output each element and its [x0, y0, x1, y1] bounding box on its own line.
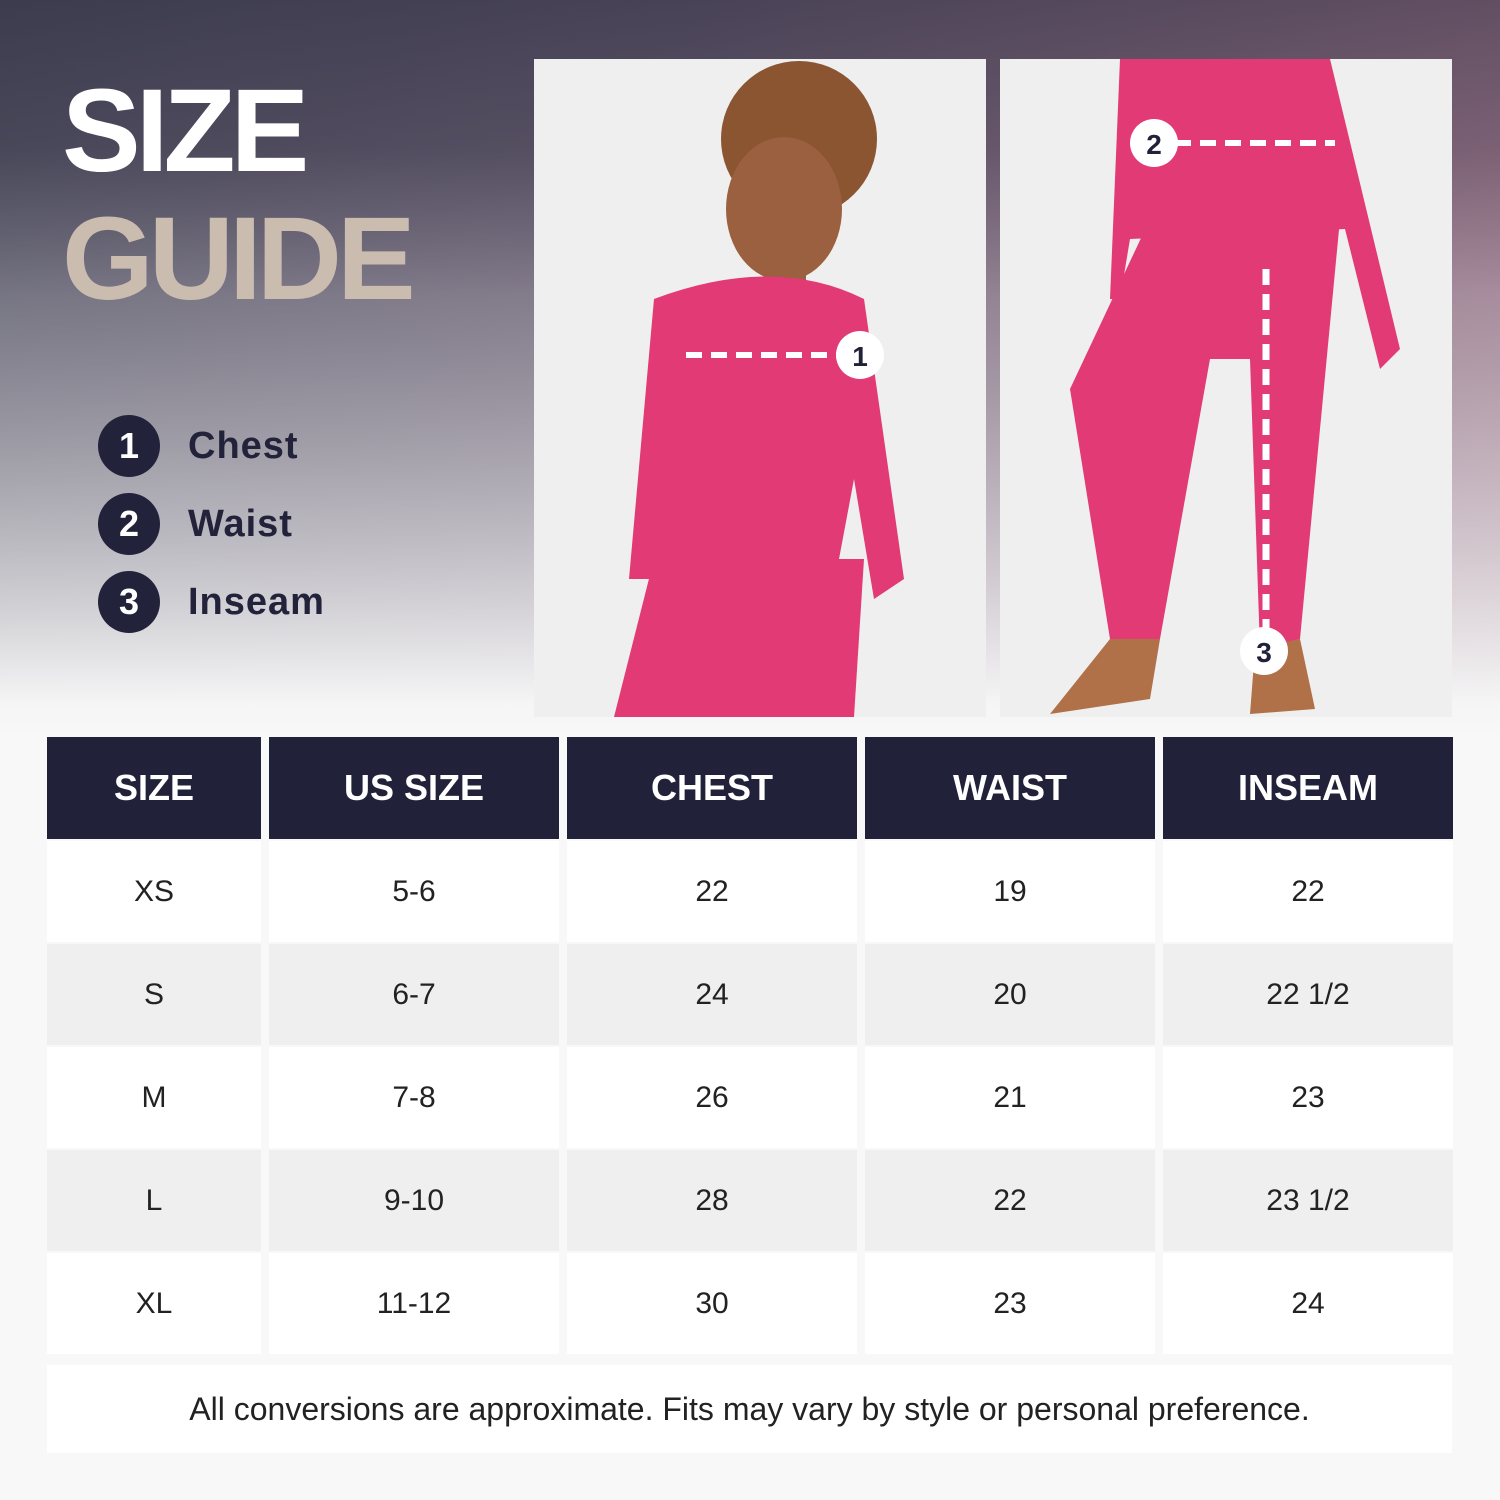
- legend-item-chest: 1 Chest: [98, 407, 325, 485]
- pink-top: [1110, 59, 1400, 369]
- legend-label: Inseam: [188, 580, 325, 623]
- title-size: SIZE: [62, 65, 309, 197]
- size-table: SIZE US SIZE CHEST WAIST INSEAM XS 5-6 2…: [47, 737, 1453, 1354]
- table-cell: 23: [865, 1253, 1155, 1354]
- table-cell: 22 1/2: [1163, 944, 1453, 1045]
- header-size: SIZE: [47, 737, 261, 839]
- disclaimer-note: All conversions are approximate. Fits ma…: [47, 1365, 1452, 1453]
- header-waist: WAIST: [865, 737, 1155, 839]
- legend-label: Waist: [188, 502, 293, 545]
- table-cell: 24: [1163, 1253, 1453, 1354]
- svg-text:2: 2: [1146, 129, 1162, 160]
- header-chest: CHEST: [567, 737, 857, 839]
- table-cell: 24: [567, 944, 857, 1045]
- table-cell: 26: [567, 1047, 857, 1148]
- svg-text:1: 1: [852, 341, 868, 372]
- table-cell: 23: [1163, 1047, 1453, 1148]
- table-cell: L: [47, 1150, 261, 1251]
- legend-item-waist: 2 Waist: [98, 485, 325, 563]
- marker-chest: [836, 331, 884, 379]
- table-cell: 22: [567, 841, 857, 942]
- table-cell: S: [47, 944, 261, 1045]
- table-cell: M: [47, 1047, 261, 1148]
- photo-front-chest: 1: [534, 59, 986, 717]
- number-badge: 1: [98, 415, 160, 477]
- table-cell: 6-7: [269, 944, 559, 1045]
- header-us-size: US SIZE: [269, 737, 559, 839]
- table-cell: 7-8: [269, 1047, 559, 1148]
- number-badge: 2: [98, 493, 160, 555]
- table-cell: 30: [567, 1253, 857, 1354]
- table-cell: 9-10: [269, 1150, 559, 1251]
- header-inseam: INSEAM: [1163, 737, 1453, 839]
- table-cell: XL: [47, 1253, 261, 1354]
- face: [726, 137, 842, 281]
- measurement-legend: 1 Chest 2 Waist 3 Inseam: [98, 407, 325, 641]
- table-cell: 21: [865, 1047, 1155, 1148]
- title-guide: GUIDE: [62, 193, 416, 325]
- table-cell: 20: [865, 944, 1155, 1045]
- table-cell: 5-6: [269, 841, 559, 942]
- pink-leggings: [614, 559, 864, 717]
- marker-inseam: [1240, 627, 1288, 675]
- table-cell: XS: [47, 841, 261, 942]
- number-badge: 3: [98, 571, 160, 633]
- legend-label: Chest: [188, 424, 299, 467]
- photo-side-waist-inseam: 2 3: [1000, 59, 1452, 717]
- table-cell: 22: [865, 1150, 1155, 1251]
- table-cell: 23 1/2: [1163, 1150, 1453, 1251]
- table-cell: 19: [865, 841, 1155, 942]
- pink-leggings: [1070, 219, 1340, 649]
- table-cell: 28: [567, 1150, 857, 1251]
- svg-text:3: 3: [1256, 637, 1272, 668]
- table-cell: 22: [1163, 841, 1453, 942]
- legend-item-inseam: 3 Inseam: [98, 563, 325, 641]
- marker-waist: [1130, 119, 1178, 167]
- pink-top: [629, 276, 904, 599]
- table-cell: 11-12: [269, 1253, 559, 1354]
